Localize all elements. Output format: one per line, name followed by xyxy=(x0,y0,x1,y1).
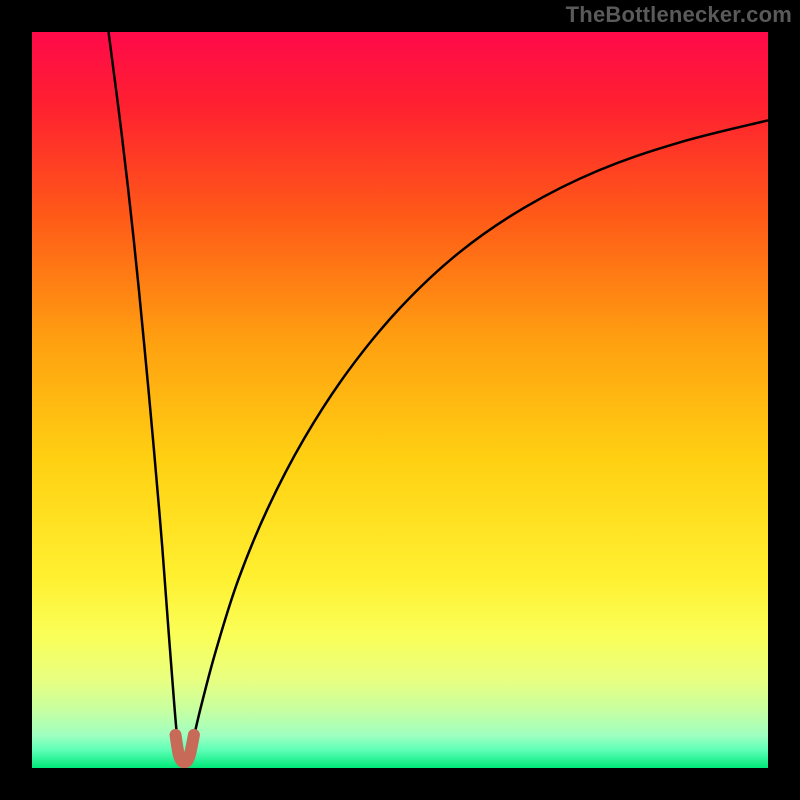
bottleneck-chart xyxy=(0,0,800,800)
watermark-label: TheBottlenecker.com xyxy=(566,2,792,28)
plot-background xyxy=(32,32,768,768)
chart-container: TheBottlenecker.com xyxy=(0,0,800,800)
